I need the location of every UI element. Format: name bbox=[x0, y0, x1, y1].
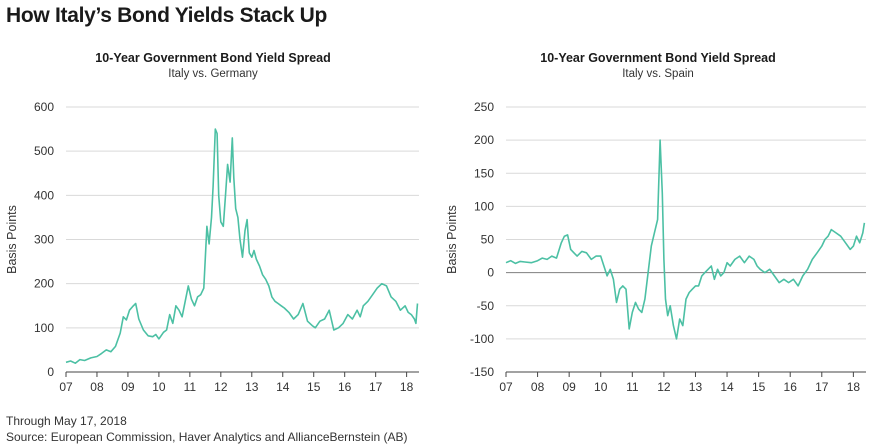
c0-x-tick-label: 07 bbox=[59, 380, 73, 394]
c1-x-tick-label: 11 bbox=[626, 380, 639, 394]
c1-x-tick-label: 13 bbox=[689, 380, 703, 394]
c1-x-tick-label: 14 bbox=[720, 380, 734, 394]
c0-y-tick-label: 100 bbox=[34, 321, 54, 335]
c1-y-tick-label: -150 bbox=[470, 365, 494, 379]
chart-italy-vs-germany: 10-Year Government Bond Yield Spread Ital… bbox=[5, 51, 419, 394]
chart-italy-vs-spain: 10-Year Government Bond Yield Spread Ital… bbox=[445, 51, 866, 394]
c0-series-line-0 bbox=[65, 128, 419, 365]
c0-x-tick-label: 15 bbox=[307, 380, 321, 394]
c1-x-tick-label: 07 bbox=[499, 380, 513, 394]
page-title: How Italy’s Bond Yields Stack Up bbox=[6, 4, 328, 27]
c1-y-tick-label: 100 bbox=[474, 199, 494, 213]
c1-x-tick-label: 10 bbox=[594, 380, 608, 394]
c1-y-tick-label: -50 bbox=[477, 299, 495, 313]
c0-x-tick-label: 11 bbox=[184, 380, 197, 394]
c0-x-tick-label: 10 bbox=[152, 380, 166, 394]
c1-y-tick-label: 50 bbox=[481, 233, 495, 247]
c0-x-tick-label: 12 bbox=[214, 380, 228, 394]
c0-x-tick-label: 18 bbox=[400, 380, 414, 394]
c1-chart-title: 10-Year Government Bond Yield Spread bbox=[540, 51, 776, 65]
c1-y-tick-label: -100 bbox=[470, 332, 494, 346]
c0-y-tick-label: 400 bbox=[34, 188, 54, 202]
c1-x-tick-label: 09 bbox=[562, 380, 576, 394]
c1-x-tick-label: 16 bbox=[784, 380, 798, 394]
c0-y-axis-label: Basis Points bbox=[5, 205, 19, 274]
c1-y-tick-label: 250 bbox=[474, 100, 494, 114]
c0-y-tick-label: 300 bbox=[34, 233, 54, 247]
c0-y-tick-label: 500 bbox=[34, 144, 54, 158]
c0-y-tick-label: 200 bbox=[34, 277, 54, 291]
c1-y-tick-label: 200 bbox=[474, 133, 494, 147]
c0-y-tick-label: 600 bbox=[34, 100, 54, 114]
c0-chart-title: 10-Year Government Bond Yield Spread bbox=[95, 51, 331, 65]
c0-chart-subtitle: Italy vs. Germany bbox=[168, 68, 258, 80]
c1-x-tick-label: 08 bbox=[531, 380, 545, 394]
c1-y-axis-label: Basis Points bbox=[445, 205, 459, 274]
c0-x-tick-label: 16 bbox=[338, 380, 352, 394]
c0-x-tick-label: 09 bbox=[121, 380, 135, 394]
footnote-date: Through May 17, 2018 bbox=[6, 414, 127, 428]
c0-x-tick-label: 14 bbox=[276, 380, 290, 394]
c1-x-tick-label: 15 bbox=[752, 380, 766, 394]
c1-x-tick-label: 17 bbox=[815, 380, 829, 394]
c0-y-tick-label: 0 bbox=[47, 365, 54, 379]
c1-y-tick-label: 150 bbox=[474, 166, 494, 180]
footnote-source: Source: European Commission, Haver Analy… bbox=[6, 430, 408, 444]
c1-x-tick-label: 18 bbox=[847, 380, 861, 394]
c1-y-tick-label: 0 bbox=[487, 266, 494, 280]
c1-chart-subtitle: Italy vs. Spain bbox=[622, 68, 694, 80]
c0-x-tick-label: 08 bbox=[90, 380, 104, 394]
c0-x-tick-label: 17 bbox=[369, 380, 383, 394]
c0-x-tick-label: 13 bbox=[245, 380, 259, 394]
c1-x-tick-label: 12 bbox=[657, 380, 671, 394]
c1-series-line-0 bbox=[505, 139, 866, 340]
